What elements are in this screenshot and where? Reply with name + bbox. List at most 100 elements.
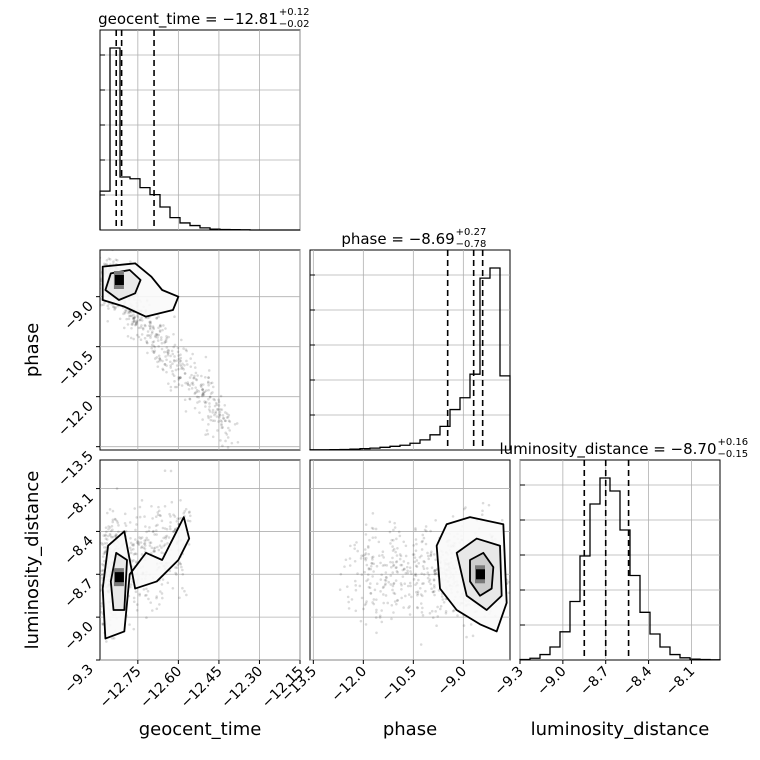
- ytick-label-phase-2: −10.5: [55, 348, 97, 390]
- scatter-point: [100, 287, 102, 290]
- scatter-point: [184, 348, 188, 352]
- scatter-point: [353, 559, 357, 563]
- scatter-point: [155, 333, 159, 337]
- scatter-point: [367, 552, 370, 556]
- scatter-point: [360, 554, 363, 558]
- scatter-point: [179, 356, 183, 360]
- scatter-point: [163, 340, 167, 343]
- scatter-point: [353, 547, 356, 550]
- scatter-point: [226, 415, 230, 419]
- scatter-point: [433, 593, 436, 597]
- title-geocent_time: geocent_time = −12.81: [98, 10, 278, 29]
- scatter-point: [398, 534, 402, 538]
- scatter-point: [179, 516, 183, 520]
- scatter-point: [165, 358, 168, 362]
- scatter-point: [169, 364, 172, 367]
- xtick-label-luminosity_distance-4: −8.1: [663, 664, 698, 699]
- scatter-point: [149, 601, 152, 604]
- scatter-point: [363, 553, 367, 557]
- scatter-point: [100, 605, 103, 608]
- scatter-point: [129, 583, 133, 586]
- scatter-point: [179, 359, 183, 363]
- scatter-point: [177, 367, 180, 371]
- scatter-point: [108, 508, 112, 511]
- scatter-point: [129, 541, 133, 545]
- scatter-point: [222, 417, 225, 420]
- scatter-point: [434, 558, 437, 562]
- scatter-point: [163, 341, 166, 345]
- scatter-point: [414, 527, 417, 530]
- scatter-point: [213, 404, 217, 408]
- scatter-point: [117, 530, 120, 534]
- scatter-point: [431, 590, 435, 594]
- scatter-point: [396, 598, 399, 602]
- scatter-point: [137, 542, 140, 545]
- scatter-point: [115, 519, 119, 523]
- scatter-point: [464, 506, 467, 509]
- scatter-point: [149, 336, 152, 339]
- panel-frame: [519, 459, 721, 661]
- scatter-point: [100, 607, 102, 611]
- scatter-panel-geocent_time_vs_luminosity_distance: [99, 459, 301, 661]
- scatter-point: [137, 326, 141, 330]
- scatter-point: [364, 552, 368, 555]
- scatter-point: [216, 408, 220, 411]
- scatter-point: [156, 513, 160, 516]
- scatter-point: [144, 525, 147, 528]
- scatter-point: [101, 563, 104, 566]
- scatter-point: [226, 436, 230, 439]
- scatter-point: [417, 561, 421, 565]
- scatter-point: [372, 570, 375, 573]
- scatter-point: [183, 372, 187, 375]
- scatter-point: [146, 538, 150, 542]
- scatter-point: [154, 515, 158, 518]
- xlabel-luminosity_distance: luminosity_distance: [531, 719, 710, 740]
- xtick-label-phase-2: −10.5: [379, 664, 421, 706]
- scatter-point: [198, 400, 201, 403]
- scatter-point: [130, 548, 133, 552]
- title-phase-minus: −0.78: [456, 239, 487, 250]
- scatter-point: [408, 613, 412, 616]
- scatter-points-phase_vs_luminosity_distance: [338, 501, 510, 646]
- scatter-point: [145, 340, 148, 343]
- scatter-point: [416, 606, 419, 610]
- scatter-point: [372, 562, 376, 566]
- scatter-point: [189, 357, 193, 360]
- scatter-point: [368, 586, 372, 590]
- scatter-point: [432, 584, 436, 587]
- title-luminosity_distance-plus: +0.16: [718, 437, 749, 448]
- scatter-point: [392, 611, 395, 614]
- scatter-point: [402, 540, 406, 544]
- scatter-point: [224, 411, 227, 414]
- scatter-point: [176, 346, 180, 350]
- title-luminosity_distance: luminosity_distance = −8.70: [499, 440, 716, 459]
- scatter-point: [369, 592, 373, 595]
- scatter-point: [204, 400, 208, 404]
- scatter-point: [151, 517, 154, 520]
- scatter-point: [146, 351, 149, 355]
- scatter-point: [382, 601, 385, 605]
- scatter-point: [434, 519, 437, 522]
- scatter-point: [140, 545, 144, 549]
- scatter-point: [383, 578, 387, 582]
- scatter-point: [194, 378, 198, 381]
- scatter-point: [164, 535, 167, 538]
- scatter-point: [421, 533, 425, 537]
- scatter-point: [145, 593, 148, 597]
- scatter-point: [193, 361, 196, 365]
- scatter-point: [152, 340, 156, 343]
- scatter-point: [196, 374, 199, 377]
- scatter-point: [150, 504, 153, 508]
- scatter-point: [104, 534, 107, 538]
- scatter-point: [409, 570, 412, 573]
- scatter-point: [113, 308, 116, 311]
- scatter-point: [153, 550, 156, 553]
- scatter-point: [379, 561, 382, 565]
- scatter-point: [138, 594, 141, 597]
- scatter-point: [413, 560, 417, 564]
- scatter-point: [207, 416, 210, 420]
- scatter-point: [375, 610, 378, 614]
- scatter-point: [366, 545, 370, 548]
- scatter-point: [105, 262, 108, 266]
- scatter-point: [145, 530, 148, 534]
